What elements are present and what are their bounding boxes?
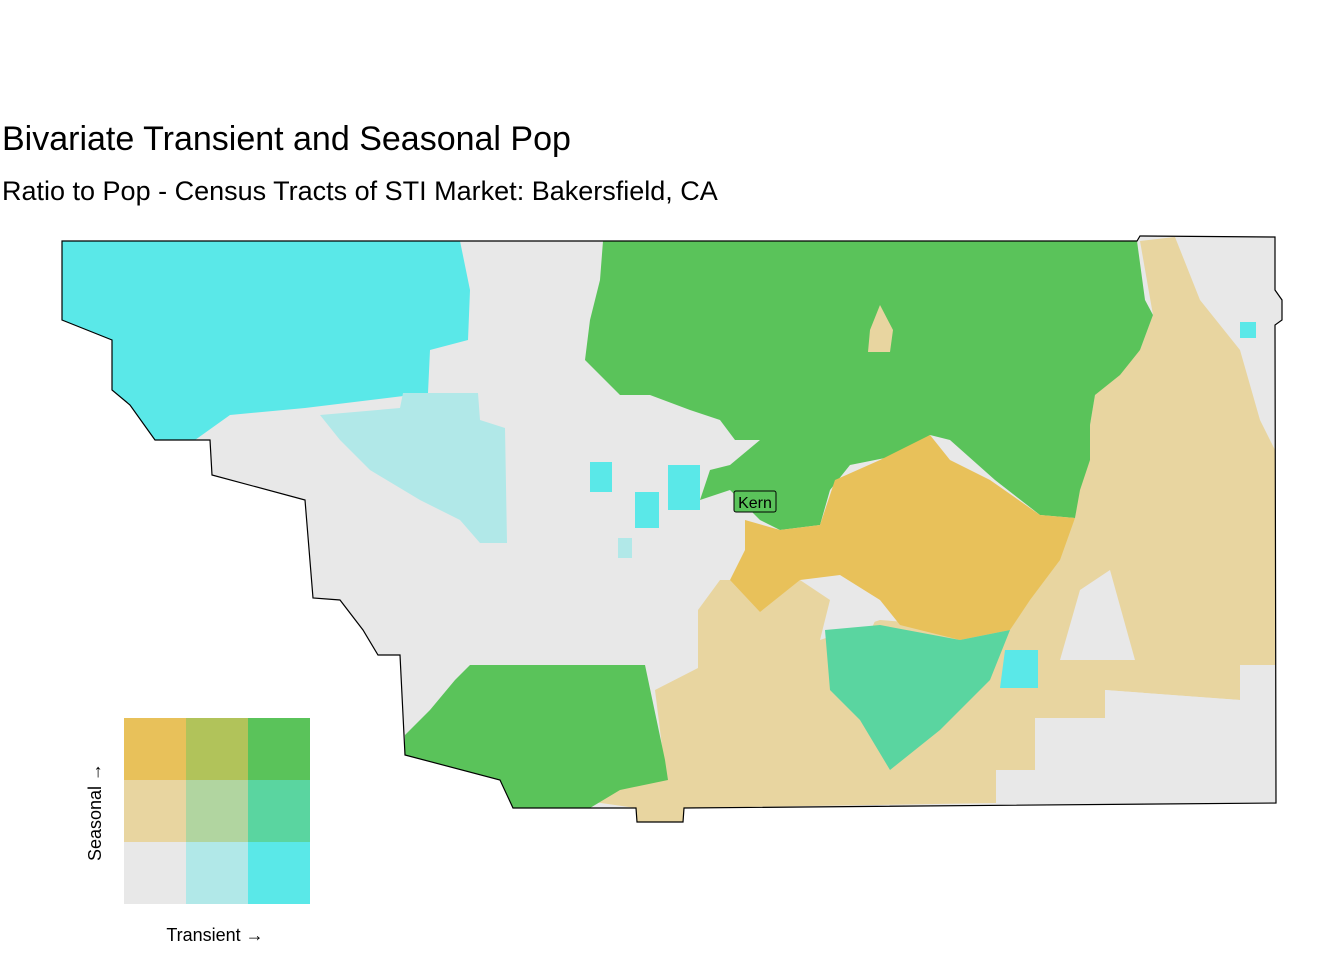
legend-cell: [248, 780, 310, 842]
legend-cell: [248, 718, 310, 780]
tract: [730, 435, 1075, 640]
tract: [868, 305, 893, 352]
legend-cell: [186, 718, 248, 780]
legend-cell: [124, 718, 186, 780]
tract: [1000, 650, 1038, 688]
legend-y-label: Seasonal →: [85, 763, 105, 861]
subtitle: Ratio to Pop - Census Tracts of STI Mark…: [2, 176, 718, 206]
tract: [825, 625, 1010, 770]
tract: [668, 465, 700, 510]
legend: [124, 718, 310, 904]
tract: [618, 538, 632, 558]
county-map: [61, 235, 1283, 823]
tract: [320, 393, 507, 543]
legend-x-label: Transient →: [166, 925, 263, 945]
map-label: Kern: [738, 495, 772, 512]
title: Bivariate Transient and Seasonal Pop: [2, 120, 571, 158]
legend-cell: [124, 842, 186, 904]
tract: [585, 241, 1153, 530]
legend-cell: [124, 780, 186, 842]
tract: [996, 665, 1276, 803]
tract: [62, 241, 470, 440]
legend-cell: [186, 842, 248, 904]
tract: [1240, 322, 1256, 338]
label-box: [733, 490, 777, 513]
tract: [1060, 570, 1135, 660]
tract: [590, 462, 612, 492]
legend-cell: [248, 842, 310, 904]
legend-cell: [186, 780, 248, 842]
county-outline: [61, 235, 1283, 823]
tract: [635, 492, 659, 528]
tract: [835, 585, 880, 632]
tract: [580, 237, 1275, 822]
